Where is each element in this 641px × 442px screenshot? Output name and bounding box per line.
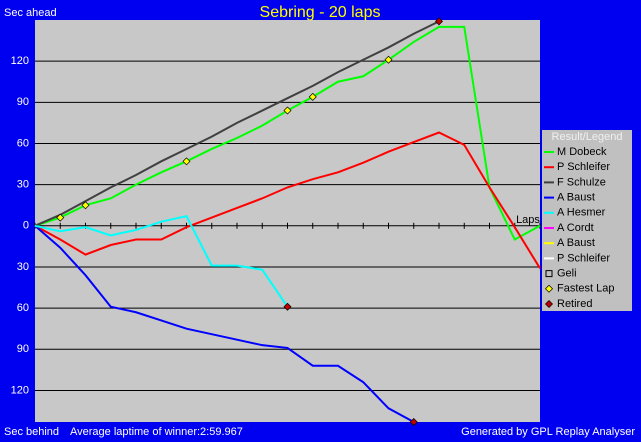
legend-label: Geli	[557, 268, 577, 280]
legend-symbol	[545, 284, 553, 293]
y-tick-label: 60	[17, 137, 29, 149]
legend-label: P Schleifer	[557, 161, 610, 173]
legend-label: A Baust	[557, 237, 595, 249]
y-tick-label: 30	[17, 261, 29, 273]
series-line	[34, 215, 289, 308]
y-tick-label: 90	[17, 96, 29, 108]
legend-label: M Dobeck	[557, 146, 607, 158]
credit: Generated by GPL Replay Analyser	[461, 426, 635, 438]
chart-title: Sebring - 20 laps	[260, 4, 381, 21]
y-tick-label: 90	[17, 343, 29, 355]
series-line	[34, 20, 440, 227]
marker	[81, 201, 90, 210]
marker	[409, 418, 418, 426]
marker	[56, 213, 65, 222]
y-tick-label: 30	[17, 179, 29, 191]
series-line	[34, 131, 541, 269]
legend-label: F Schulze	[557, 176, 606, 188]
marker	[182, 157, 191, 166]
y-label-bottom: Sec behind	[4, 426, 59, 438]
marker	[283, 106, 292, 115]
legend-label: P Schleifer	[557, 252, 610, 264]
y-tick-label: 120	[11, 55, 29, 67]
marker	[283, 302, 292, 311]
marker	[308, 92, 317, 101]
legend-label: Fastest Lap	[557, 283, 614, 295]
plot-area	[35, 20, 540, 422]
y-label-top: Sec ahead	[4, 7, 57, 19]
note: Average laptime of winner:2:59.967	[70, 426, 243, 438]
legend-title: Result/Legend	[552, 131, 623, 143]
marker	[435, 17, 443, 26]
y-tick-label: 0	[23, 220, 29, 232]
y-tick-label: 120	[11, 384, 29, 396]
legend-symbol	[545, 270, 553, 278]
legend-symbol	[545, 300, 553, 308]
legend-label: A Baust	[557, 192, 595, 204]
legend-label: A Cordt	[557, 222, 594, 234]
legend-label: A Hesmer	[557, 207, 606, 219]
series-line	[34, 225, 415, 423]
marker	[384, 55, 393, 64]
y-tick-label: 60	[17, 302, 29, 314]
x-label: Laps	[516, 214, 540, 226]
legend	[542, 130, 632, 311]
legend-label: Retired	[557, 298, 592, 310]
